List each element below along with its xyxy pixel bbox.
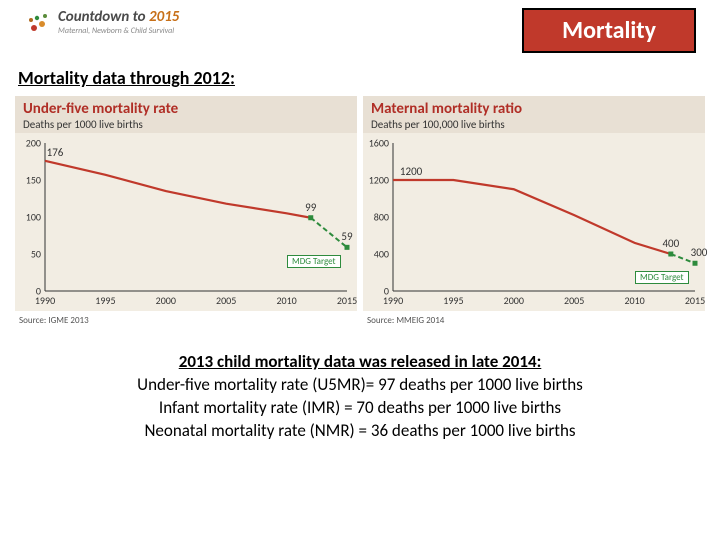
footer-notes: 2013 child mortality data was released i… [0,327,720,443]
footer-line: Infant mortality rate (IMR) = 70 deaths … [40,397,680,420]
chart-unit: Deaths per 100,000 live births [371,118,697,131]
chart-maternal: Maternal mortality ratio Deaths per 100,… [362,95,706,327]
logo-subtitle: Maternal, Newborn & Child Survival [58,26,179,36]
logo-icon [24,8,52,36]
section-subtitle: Mortality data through 2012: [0,53,720,95]
logo-title: Countdown to 2015 [58,8,179,26]
chart-plot: 0501001502001990199520002005201020151769… [19,137,353,307]
chart-source: Source: MMEIG 2014 [363,311,705,326]
footer-heading: 2013 child mortality data was released i… [40,351,680,372]
page-title: Mortality [522,8,696,53]
chart-source: Source: IGME 2013 [15,311,357,326]
charts-row: Under-five mortality rate Deaths per 100… [0,95,720,327]
footer-line: Under-five mortality rate (U5MR)= 97 dea… [40,374,680,397]
chart-title: Maternal mortality ratio [371,100,697,118]
logo: Countdown to 2015 Maternal, Newborn & Ch… [24,8,179,36]
chart-unit: Deaths per 1000 live births [23,118,349,131]
chart-plot: 0400800120016001990199520002005201020151… [367,137,701,307]
chart-under5: Under-five mortality rate Deaths per 100… [14,95,358,327]
footer-line: Neonatal mortality rate (NMR) = 36 death… [40,420,680,443]
chart-title: Under-five mortality rate [23,100,349,118]
